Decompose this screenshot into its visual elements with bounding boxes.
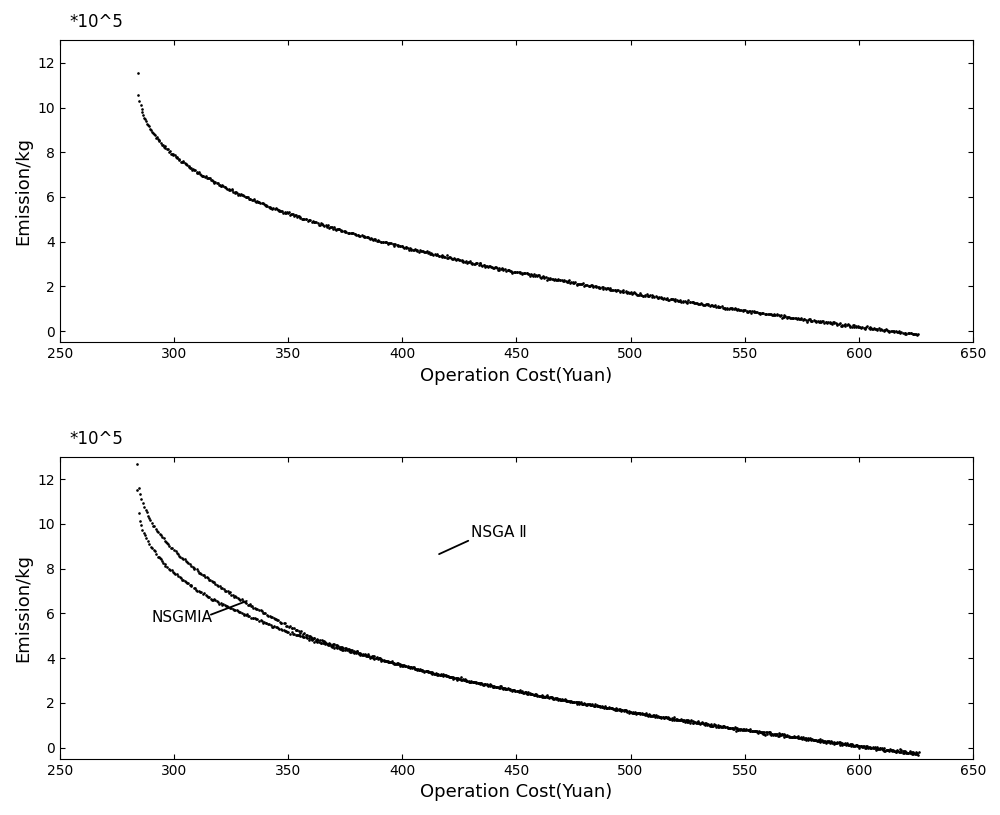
- Text: NSGMIA: NSGMIA: [151, 610, 212, 625]
- Y-axis label: Emission/kg: Emission/kg: [14, 138, 32, 245]
- Text: *10^5: *10^5: [69, 13, 123, 32]
- X-axis label: Operation Cost(Yuan): Operation Cost(Yuan): [420, 367, 613, 385]
- Text: *10^5: *10^5: [69, 430, 123, 448]
- Y-axis label: Emission/kg: Emission/kg: [14, 554, 32, 662]
- Text: NSGA Ⅱ: NSGA Ⅱ: [471, 526, 527, 540]
- X-axis label: Operation Cost(Yuan): Operation Cost(Yuan): [420, 783, 613, 801]
